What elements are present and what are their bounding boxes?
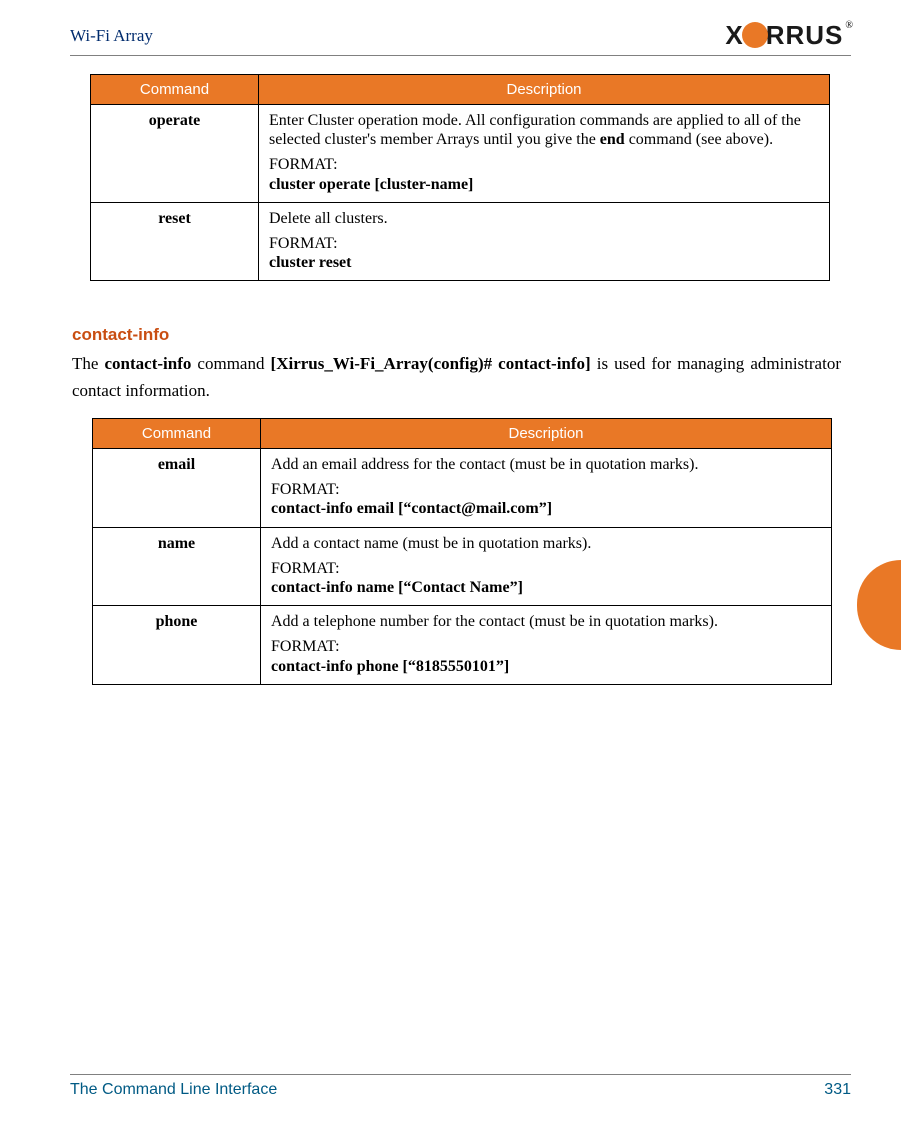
command-description: Delete all clusters. FORMAT: cluster res… (259, 202, 830, 281)
format-label: FORMAT: (269, 155, 819, 174)
col-header-command: Command (93, 419, 261, 449)
side-tab-icon (857, 560, 901, 650)
registered-mark: ® (845, 20, 853, 31)
table-row: email Add an email address for the conta… (93, 449, 832, 528)
header-title: Wi-Fi Array (70, 26, 153, 46)
contact-info-section: contact-info The contact-info command [X… (72, 325, 851, 684)
command-description: Add an email address for the contact (mu… (261, 449, 832, 528)
cluster-command-table: Command Description operate Enter Cluste… (90, 74, 830, 281)
col-header-command: Command (91, 75, 259, 105)
format-label: FORMAT: (271, 559, 821, 578)
command-name: phone (93, 606, 261, 685)
page-footer: The Command Line Interface 331 (70, 1074, 851, 1099)
section-heading: contact-info (72, 325, 851, 345)
page-header: Wi-Fi Array X RRUS ® (70, 20, 851, 53)
table-row: phone Add a telephone number for the con… (93, 606, 832, 685)
format-label: FORMAT: (271, 480, 821, 499)
command-name: name (93, 527, 261, 606)
table-row: name Add a contact name (must be in quot… (93, 527, 832, 606)
col-header-description: Description (259, 75, 830, 105)
contact-info-command-table: Command Description email Add an email a… (92, 418, 832, 685)
format-label: FORMAT: (271, 637, 821, 656)
description-text: Enter Cluster operation mode. All config… (269, 111, 819, 149)
format-value: cluster reset (269, 253, 819, 272)
format-value: contact-info name [“Contact Name”] (271, 578, 821, 597)
command-name: email (93, 449, 261, 528)
brand-logo: X RRUS ® (725, 20, 851, 51)
format-value: contact-info phone [“8185550101”] (271, 657, 821, 676)
table-header-row: Command Description (93, 419, 832, 449)
section-intro: The contact-info command [Xirrus_Wi-Fi_A… (72, 351, 851, 404)
command-name: reset (91, 202, 259, 281)
description-text: Add a contact name (must be in quotation… (271, 534, 821, 553)
logo-text-left: X (725, 20, 743, 51)
table-row: operate Enter Cluster operation mode. Al… (91, 105, 830, 203)
format-value: contact-info email [“contact@mail.com”] (271, 499, 821, 518)
table-header-row: Command Description (91, 75, 830, 105)
body-area: Command Description operate Enter Cluste… (70, 56, 851, 685)
col-header-description: Description (261, 419, 832, 449)
table-row: reset Delete all clusters. FORMAT: clust… (91, 202, 830, 281)
command-description: Add a telephone number for the contact (… (261, 606, 832, 685)
logo-dot-icon (742, 22, 768, 48)
page-content: Wi-Fi Array X RRUS ® Command Description… (70, 20, 851, 1103)
footer-page-number: 331 (824, 1081, 851, 1099)
logo-text-right: RRUS (766, 20, 844, 51)
command-description: Enter Cluster operation mode. All config… (259, 105, 830, 203)
command-description: Add a contact name (must be in quotation… (261, 527, 832, 606)
description-text: Delete all clusters. (269, 209, 819, 228)
format-label: FORMAT: (269, 234, 819, 253)
format-value: cluster operate [cluster-name] (269, 175, 819, 194)
command-name: operate (91, 105, 259, 203)
footer-section-title: The Command Line Interface (70, 1081, 277, 1099)
description-text: Add an email address for the contact (mu… (271, 455, 821, 474)
description-text: Add a telephone number for the contact (… (271, 612, 821, 631)
